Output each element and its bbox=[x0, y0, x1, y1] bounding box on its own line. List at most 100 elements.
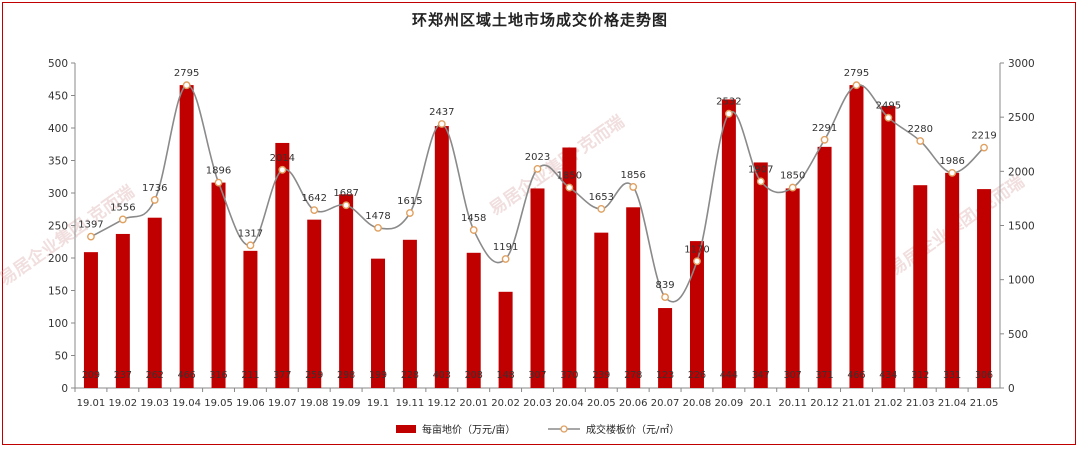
bar-value-label: 371 bbox=[815, 370, 833, 381]
bar bbox=[307, 219, 322, 388]
line-value-label: 2014 bbox=[270, 153, 295, 164]
bar-series: 209 237 262 466 316 211 377 259 298 199 228 403 208 1… bbox=[82, 85, 993, 389]
y-left-tick-label: 150 bbox=[48, 286, 68, 298]
x-tick-label: 19.12 bbox=[427, 398, 456, 409]
bar-value-label: 262 bbox=[146, 370, 164, 381]
line-value-label: 1170 bbox=[684, 244, 709, 255]
y-left-tick-label: 250 bbox=[48, 221, 68, 233]
bar-value-label: 347 bbox=[752, 370, 770, 381]
bar bbox=[658, 308, 673, 388]
line-value-label: 1653 bbox=[589, 192, 614, 203]
y-left-tick-label: 350 bbox=[48, 156, 68, 168]
bar-value-label: 306 bbox=[975, 370, 993, 381]
line-value-label: 1478 bbox=[365, 211, 390, 222]
y-left-tick-label: 100 bbox=[48, 318, 68, 330]
bar bbox=[179, 85, 194, 388]
bar-value-label: 211 bbox=[241, 370, 259, 381]
line-point bbox=[246, 241, 255, 250]
y-right-tick-label: 500 bbox=[1008, 329, 1028, 341]
bar bbox=[626, 207, 641, 388]
line-value-label: 2437 bbox=[429, 107, 454, 118]
x-tick-label: 19.03 bbox=[140, 398, 169, 409]
x-tick-label: 19.02 bbox=[109, 398, 138, 409]
line-point bbox=[278, 165, 287, 174]
bar bbox=[434, 126, 449, 389]
line-value-label: 1556 bbox=[110, 202, 135, 213]
line-value-label: 1397 bbox=[78, 220, 103, 231]
x-tick-label: 20.01 bbox=[459, 398, 488, 409]
chart-title: 环郑州区域土地市场成交价格走势图 bbox=[412, 11, 668, 29]
bar bbox=[817, 146, 832, 388]
bar bbox=[562, 147, 577, 388]
x-tick-label: 20.04 bbox=[555, 398, 584, 409]
line-point bbox=[884, 113, 893, 122]
line-point bbox=[597, 205, 606, 213]
y-left-tick-label: 50 bbox=[55, 351, 68, 363]
bar-value-label: 259 bbox=[305, 370, 323, 381]
x-tick-label: 19.01 bbox=[77, 398, 106, 409]
bar bbox=[721, 99, 736, 389]
line-value-label: 2495 bbox=[876, 101, 901, 112]
line-value-label: 2795 bbox=[844, 68, 869, 79]
y-left-tick-label: 500 bbox=[48, 58, 68, 70]
bar-value-label: 370 bbox=[560, 370, 578, 381]
legend-line-label: 成交楼板价（元/㎡） bbox=[586, 423, 679, 436]
bar bbox=[913, 185, 928, 388]
y-right-tick-label: 2500 bbox=[1008, 112, 1035, 124]
bar bbox=[243, 250, 258, 388]
y-right-tick-label: 1500 bbox=[1008, 221, 1035, 233]
bar-value-label: 466 bbox=[847, 370, 865, 381]
line-point bbox=[374, 223, 382, 232]
line-value-label: 1896 bbox=[206, 166, 231, 177]
bar-value-label: 237 bbox=[114, 370, 132, 381]
bar-value-label: 148 bbox=[497, 370, 515, 381]
bar bbox=[466, 252, 481, 388]
bar bbox=[689, 241, 704, 388]
bar-value-label: 434 bbox=[879, 370, 897, 381]
x-tick-label: 19.11 bbox=[396, 398, 425, 409]
line-point bbox=[788, 183, 797, 192]
line-value-label: 1736 bbox=[142, 183, 167, 194]
bar-value-label: 403 bbox=[433, 370, 451, 381]
x-tick-label: 21.03 bbox=[906, 398, 935, 409]
line-point bbox=[565, 183, 574, 192]
bar-value-label: 331 bbox=[943, 370, 961, 381]
bar bbox=[147, 217, 162, 388]
line-value-label: 2219 bbox=[971, 131, 996, 142]
legend-line-marker bbox=[560, 425, 568, 433]
line-value-label: 1317 bbox=[238, 228, 263, 239]
line-point bbox=[437, 120, 446, 128]
line-point bbox=[820, 135, 829, 144]
x-tick-label: 20.11 bbox=[778, 398, 807, 409]
x-tick-label: 20.1 bbox=[750, 398, 772, 409]
bar bbox=[402, 239, 417, 388]
line-point bbox=[310, 206, 319, 215]
line-value-label: 1850 bbox=[780, 171, 805, 182]
y-right-tick-label: 3000 bbox=[1008, 58, 1035, 70]
line-point bbox=[693, 257, 701, 266]
line-point bbox=[118, 215, 127, 224]
legend: 每亩地价（万元/亩） 成交楼板价（元/㎡） bbox=[396, 423, 679, 436]
x-tick-label: 19.07 bbox=[268, 398, 297, 409]
bar-value-label: 307 bbox=[784, 370, 802, 381]
x-tick-label: 20.09 bbox=[715, 398, 744, 409]
watermark-text: 易居企业集团·克而瑞 bbox=[486, 111, 629, 220]
bar bbox=[594, 232, 609, 388]
bar-value-label: 444 bbox=[720, 370, 738, 381]
line-point bbox=[214, 178, 223, 187]
y-left-tick-label: 0 bbox=[61, 383, 68, 395]
line-value-label: 1642 bbox=[301, 193, 326, 204]
x-tick-label: 21.01 bbox=[842, 398, 871, 409]
line-point bbox=[501, 255, 510, 263]
line-point bbox=[629, 183, 638, 191]
bar bbox=[498, 291, 513, 388]
y-left-tick-label: 450 bbox=[48, 91, 68, 103]
line-point bbox=[182, 81, 191, 90]
bar bbox=[945, 172, 960, 388]
bar-value-label: 226 bbox=[688, 370, 706, 381]
line-point bbox=[724, 109, 733, 118]
bar-value-label: 316 bbox=[209, 370, 227, 381]
line-value-label: 839 bbox=[656, 280, 675, 291]
bar-value-label: 307 bbox=[528, 370, 546, 381]
line-point bbox=[980, 143, 988, 152]
